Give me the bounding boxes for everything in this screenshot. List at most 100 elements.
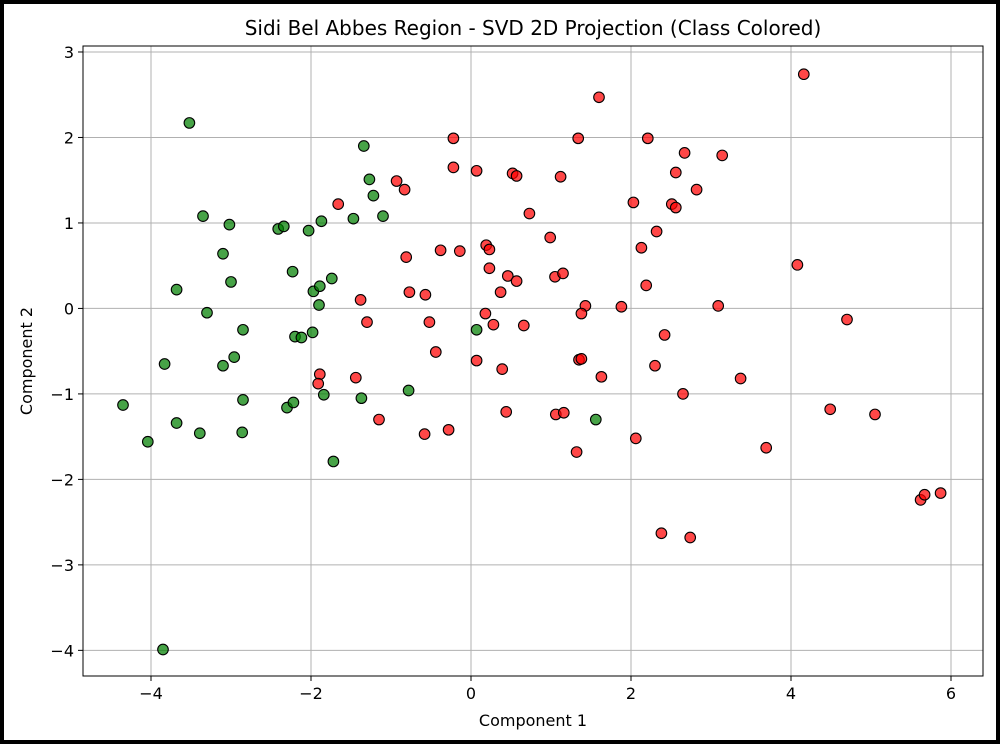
data-point-red	[570, 446, 583, 458]
data-point-red	[615, 300, 628, 313]
data-point-red	[655, 527, 668, 540]
data-point-red	[544, 231, 557, 244]
y-tick-label: 0	[64, 299, 74, 318]
y-tick-label: −1	[50, 385, 74, 404]
y-tick-label: −2	[50, 470, 74, 489]
data-point-red	[934, 487, 947, 499]
data-point-red	[494, 286, 507, 299]
data-point-red	[791, 258, 804, 271]
data-point-green	[377, 210, 389, 222]
data-point-red	[669, 201, 682, 214]
data-point-green	[302, 224, 315, 237]
y-axis-label: Component 2	[17, 307, 36, 415]
data-point-red	[423, 316, 436, 328]
data-point-red	[429, 346, 442, 358]
data-point-red	[479, 307, 492, 320]
data-point-green	[217, 247, 229, 260]
data-point-red	[572, 132, 585, 145]
data-point-red	[517, 319, 530, 332]
data-points	[117, 68, 947, 656]
data-point-red	[349, 371, 362, 384]
y-tick-label: 2	[64, 128, 74, 147]
data-point-green	[357, 140, 370, 152]
data-point-red	[487, 318, 500, 331]
data-point-red	[447, 132, 460, 145]
x-tick-label: −4	[139, 684, 163, 703]
x-tick-label: −2	[299, 684, 323, 703]
data-point-red	[635, 241, 648, 254]
data-point-red	[593, 91, 605, 104]
data-point-red	[658, 329, 671, 341]
data-point-green	[295, 331, 308, 344]
data-point-green	[183, 117, 196, 129]
chart-title: Sidi Bel Abbes Region - SVD 2D Projectio…	[245, 16, 822, 40]
data-point-green	[277, 220, 290, 233]
data-point-red	[554, 170, 567, 183]
data-point-red	[640, 279, 653, 292]
data-point-red	[760, 441, 773, 454]
data-point-green	[141, 435, 154, 448]
x-tick-label: 4	[786, 684, 796, 703]
data-point-red	[841, 313, 853, 326]
data-point-green	[327, 455, 340, 468]
data-point-red	[398, 183, 411, 196]
data-point-red	[312, 377, 325, 390]
y-tick-label: 1	[64, 214, 74, 233]
data-point-red	[483, 243, 496, 256]
data-point-red	[629, 432, 642, 445]
data-point-green	[193, 427, 206, 440]
data-point-red	[500, 406, 513, 418]
figure-canvas: −4 −2 0 2 4 6 3 2 1 0 −1 −2 −3 −4 Sidi Bel Abbes Regi…	[4, 4, 996, 740]
scatter-chart: −4 −2 0 2 4 6 3 2 1 0 −1 −2 −3 −4 Sidi Bel Abbes Regi…	[17, 16, 984, 730]
data-point-red	[390, 175, 403, 187]
data-point-green	[355, 392, 368, 405]
data-point-red	[677, 388, 689, 400]
data-point-red	[716, 149, 729, 162]
data-point-green	[225, 276, 237, 288]
data-point-red	[434, 244, 447, 257]
data-point-red	[447, 161, 460, 174]
data-point-red	[641, 132, 654, 145]
data-point-green	[402, 384, 415, 397]
y-tick-label: −4	[50, 641, 74, 660]
data-point-red	[918, 488, 931, 501]
grid-lines	[83, 46, 983, 676]
data-point-red	[575, 307, 588, 320]
data-point-green	[201, 306, 213, 319]
data-point-green	[317, 388, 330, 401]
data-point-green	[197, 210, 209, 222]
data-point-red	[869, 408, 881, 421]
data-point-red	[501, 270, 514, 282]
data-point-red	[523, 207, 536, 220]
data-point-red	[373, 413, 385, 426]
data-point-green	[313, 299, 325, 311]
data-point-red	[575, 353, 588, 365]
x-tick-label: 2	[626, 684, 636, 703]
data-point-red	[557, 406, 570, 419]
data-point-green	[287, 396, 300, 409]
data-point-green	[237, 323, 249, 336]
data-point-red	[361, 316, 373, 328]
data-point-red	[712, 300, 725, 312]
x-tick-label: 0	[466, 684, 476, 703]
data-point-red	[595, 370, 608, 383]
data-point-red	[470, 354, 483, 367]
data-point-red	[669, 166, 682, 179]
data-point-red	[483, 262, 496, 275]
data-point-red	[797, 68, 810, 81]
data-point-green	[306, 326, 319, 339]
y-tick-label: 3	[64, 43, 74, 62]
plot-area-frame	[82, 45, 984, 677]
data-point-green	[228, 351, 241, 364]
data-point-green	[363, 173, 376, 186]
data-point-red	[690, 183, 703, 196]
data-point-green	[470, 323, 483, 336]
y-tick-label: −3	[50, 556, 74, 575]
data-point-red	[400, 251, 413, 263]
data-point-green	[315, 215, 328, 228]
data-point-green	[367, 189, 380, 202]
data-point-red	[510, 170, 523, 182]
data-point-green	[217, 359, 229, 372]
data-point-green	[347, 212, 360, 225]
data-point-red	[734, 372, 747, 385]
